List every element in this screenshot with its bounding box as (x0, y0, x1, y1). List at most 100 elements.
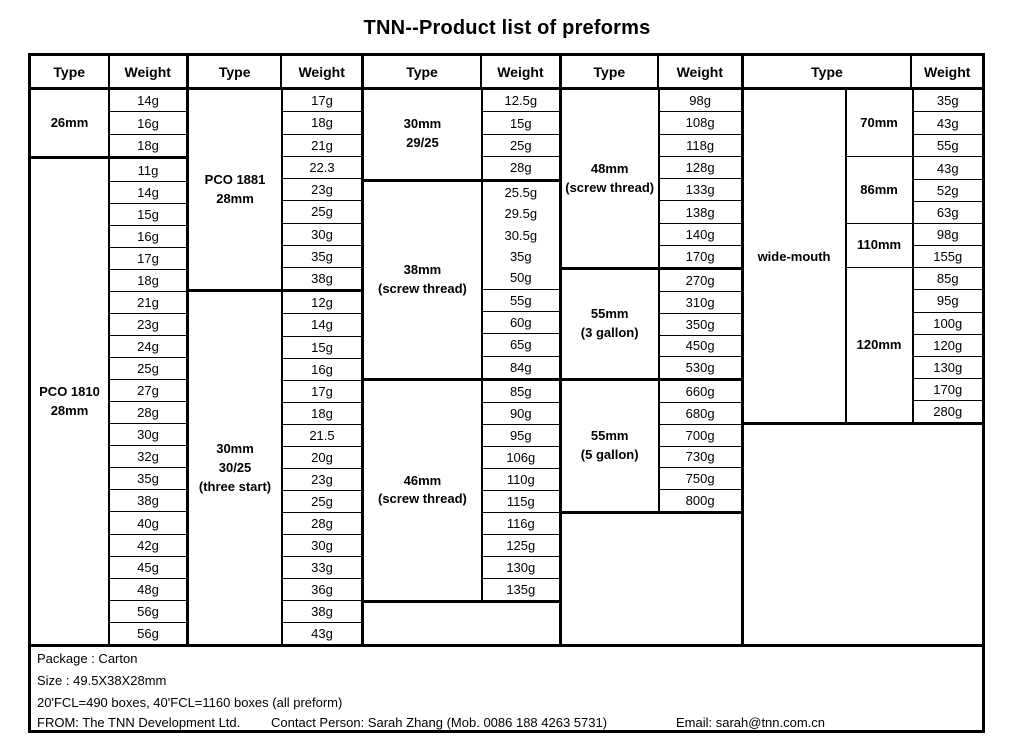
weight-cell: 21g (110, 290, 187, 313)
weight-cell: 90g (482, 402, 559, 424)
type-label: PCO 1810 (39, 383, 100, 399)
type-label: 30/25 (218, 459, 252, 475)
weight-cell: 12.5g (504, 93, 538, 109)
weight-cell: 133g (659, 178, 741, 200)
header-weight-cell: Weight (282, 56, 364, 87)
weight-cell: 28g (283, 511, 361, 534)
weight-cell: 60g (482, 310, 559, 333)
weight-cell: 45g (110, 555, 187, 578)
weight-cell: 43g (283, 621, 361, 644)
table-section: 55mm (5 gallon) 660g 680g 700g 730g 750g 800g (561, 378, 741, 512)
weight-cell: 23g (283, 467, 361, 490)
type-label: PCO 1881 (204, 171, 266, 187)
weight-cell: 23g (110, 312, 187, 335)
size-type-cell: 120mm (847, 268, 914, 423)
weight-cell: 30g (283, 533, 361, 556)
weight-cell: 38g (283, 599, 361, 622)
table-section: PCO 1881 28mm 17g 18g 21g 22.3 23g 25g 30g 35g 38g (189, 90, 361, 290)
type-label: (3 gallon) (580, 325, 639, 341)
table-section: 38mm (screw thread) 25.5g 29.5g 30.5g 35g 50g 5… (363, 178, 559, 379)
weight-cell: 35g (283, 244, 361, 267)
weight-cell: 115g (482, 489, 559, 512)
size-type-cell: 70mm (847, 90, 914, 157)
weight-cell: 22.3 (283, 155, 361, 178)
header-type-cell: Type (364, 56, 483, 87)
weight-cell: 18g (283, 111, 361, 133)
weight-cell: 16g (110, 111, 187, 133)
weight-cell: 38g (110, 489, 187, 511)
from-text: FROM: The TNN Development Ltd. (37, 715, 241, 730)
size-section: 70mm 35g 43g 55g (847, 90, 982, 157)
weight-column: 660g 680g 700g 730g 750g 800g (659, 381, 741, 511)
weight-cell: 28g (482, 156, 559, 178)
type-cell: 46mm (screw thread) (364, 381, 483, 600)
empty-cell (561, 511, 741, 644)
weight-cell: 128g (659, 155, 741, 178)
type-label: (5 gallon) (580, 447, 639, 463)
weight-cell: 40g (110, 511, 187, 533)
empty-cell (743, 422, 982, 644)
weight-cell: 25.5g (504, 184, 538, 200)
weight-cell: 25g (482, 133, 559, 156)
weight-cell: 35g (509, 248, 532, 264)
weight-cell: 65g (482, 333, 559, 355)
type-label: (screw thread) (377, 491, 467, 507)
type-label: 30mm (403, 116, 442, 132)
type-cell: 30mm 30/25 (three start) (189, 292, 284, 644)
column-pair: 26mm 14g 16g 18g PCO 1810 28mm 11g 14g 15g 16g 17g… (31, 90, 190, 644)
weight-cell: 28g (110, 401, 187, 423)
weight-cell: 21.5 (283, 423, 361, 446)
type-label: 29/25 (406, 135, 439, 151)
weight-cell: 29.5g (504, 206, 538, 222)
weight-cell: 350g (659, 312, 741, 335)
weight-cell: 18g (110, 133, 187, 156)
email-text: Email: sarah@tnn.com.cn (676, 715, 826, 730)
package-line: Package : Carton (37, 651, 138, 666)
fcl-line: 20'FCL=490 boxes, 40'FCL=1160 boxes (all… (37, 695, 343, 710)
weight-cell: 270g (685, 273, 715, 289)
weight-cell: 11g (137, 162, 159, 178)
weight-cell: 35g (110, 467, 187, 489)
weight-cell: 33g (283, 555, 361, 578)
table-header-row: Type Weight Type Weight Type Weight Type Weight… (31, 56, 982, 90)
header-type-cell: Type (562, 56, 660, 87)
weight-cell: 20g (283, 445, 361, 468)
weight-cell: 17g (283, 379, 361, 402)
weight-cell: 280g (913, 400, 982, 422)
weight-cell: 118g (659, 133, 741, 156)
weight-cell: 140g (659, 222, 741, 245)
weight-cell: 25g (283, 200, 361, 222)
size-section: 86mm 43g 52g 63g (846, 156, 982, 223)
weight-cell: 116g (482, 511, 559, 534)
column-pair: 30mm 29/25 12.5g 15g 25g 28g 38mm (screw thread… (363, 90, 562, 644)
weight-cell: 130g (482, 555, 559, 578)
weight-cell: 35g (936, 93, 959, 109)
weight-cell: 800g (659, 489, 741, 511)
weight-cell: 750g (659, 467, 741, 489)
weight-cell: 55g (482, 288, 559, 311)
weight-cell: 170g (913, 378, 982, 400)
weight-cell: 310g (659, 291, 741, 313)
page-title: TNN--Product list of preforms (363, 17, 651, 39)
type-cell: 38mm (screw thread) (364, 181, 483, 379)
weight-cell: 530g (659, 356, 741, 378)
weight-cell: 24g (110, 334, 187, 357)
weight-cell: 15g (283, 335, 361, 358)
weight-cell: 660g (685, 383, 715, 399)
weight-column: 14g 16g 18g (110, 90, 187, 156)
wide-mouth-rows: wide-mouth 70mm 35g 43g 55g 86mm 43g 52g 63g 110m… (744, 90, 982, 423)
weight-column: 12.5g 15g 25g 28g (482, 90, 559, 179)
wide-mouth-column: wide-mouth 70mm 35g 43g 55g 86mm 43g 52g 63g 110m… (743, 90, 982, 644)
weight-cell: 21g (283, 133, 361, 156)
weight-cell: 52g (913, 178, 982, 201)
table-section: 55mm (3 gallon) 270g 310g 350g 450g 530g (561, 267, 741, 379)
weight-column: 98g 108g 118g 128g 133g 138g 140g 170g (659, 90, 741, 267)
weight-cell: 95g (482, 423, 559, 446)
size-line: Size : 49.5X38X28mm (37, 673, 167, 688)
weight-cell: 14g (137, 93, 159, 109)
weight-cell: 50g (509, 270, 532, 286)
weight-cell: 27g (110, 379, 187, 401)
table-section: 26mm 14g 16g 18g (31, 90, 187, 157)
weight-cell: 30g (110, 423, 187, 445)
type-cell: PCO 1810 28mm (31, 159, 110, 644)
